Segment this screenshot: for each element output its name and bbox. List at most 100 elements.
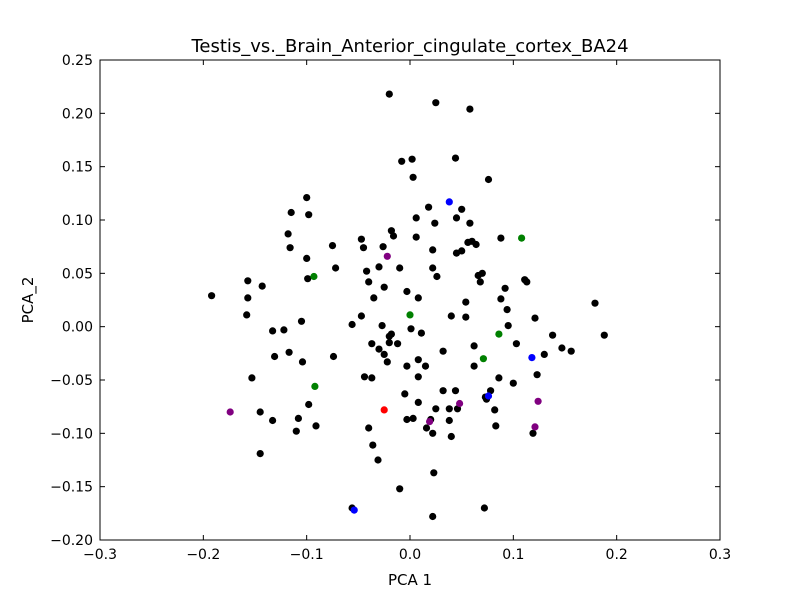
scatter-point: [534, 397, 542, 405]
scatter-point: [433, 272, 441, 281]
scatter-point: [429, 264, 437, 272]
scatter-point: [298, 358, 307, 366]
scatter-point: [379, 243, 387, 251]
x-tick-label: −0.2: [186, 547, 220, 563]
scatter-point: [248, 374, 256, 382]
y-tick-label: −0.15: [50, 480, 93, 496]
scatter-point: [403, 415, 411, 424]
scatter-point: [476, 278, 484, 286]
scatter-point: [303, 194, 311, 202]
scatter-point: [226, 408, 234, 416]
scatter-point: [429, 246, 437, 254]
scatter-point: [403, 287, 411, 296]
scatter-point: [414, 356, 422, 364]
scatter-point: [271, 352, 279, 361]
x-tick-label: 0.1: [502, 547, 524, 563]
scatter-point: [451, 154, 460, 162]
scatter-point: [479, 355, 487, 363]
scatter-point: [447, 312, 455, 320]
scatter-point: [409, 173, 417, 181]
scatter-point: [284, 230, 292, 238]
scatter-point: [464, 238, 472, 246]
scatter-point: [484, 175, 493, 184]
scatter-point: [504, 322, 512, 330]
y-tick-label: 0.05: [62, 266, 93, 282]
scatter-point: [466, 105, 474, 113]
scatter-point: [398, 157, 406, 165]
scatter-point: [383, 252, 391, 260]
scatter-point: [445, 416, 453, 425]
scatter-point: [380, 350, 388, 358]
scatter-point: [244, 294, 252, 302]
scatter-point: [305, 211, 313, 219]
scatter-point: [458, 247, 466, 255]
scatter-point: [495, 374, 503, 382]
scatter-point: [462, 298, 470, 306]
scatter-point: [414, 398, 422, 406]
scatter-point: [396, 485, 404, 493]
scatter-point: [287, 208, 295, 217]
scatter-point: [480, 504, 488, 512]
scatter-point: [412, 233, 420, 241]
scatter-point: [380, 283, 388, 291]
scatter-point: [470, 342, 478, 350]
scatter-point: [365, 278, 373, 286]
scatter-point: [292, 427, 300, 435]
scatter-point: [369, 441, 377, 449]
scatter-point: [414, 373, 422, 381]
scatter-point: [491, 406, 499, 414]
scatter-point: [445, 198, 453, 206]
scatter-point: [452, 214, 461, 222]
scatter-point: [311, 382, 319, 390]
scatter-point: [256, 408, 264, 416]
scatter-point: [447, 432, 455, 441]
scatter-point: [531, 314, 539, 322]
plot-area: [100, 60, 720, 540]
y-axis: −0.20 −0.15 −0.10 −0.05 0.00 0.05 0.10 0.15 0.20…: [50, 53, 720, 549]
scatter-point: [497, 295, 505, 303]
scatter-point: [432, 99, 440, 107]
scatter-point: [430, 469, 438, 477]
scatter-point: [280, 326, 288, 334]
y-axis-label: PCA_2: [19, 277, 38, 324]
scatter-point: [310, 272, 318, 281]
y-tick-label: 0.20: [62, 106, 93, 122]
scatter-point: [359, 244, 368, 252]
scatter-point: [422, 424, 431, 432]
scatter-point: [365, 424, 373, 432]
scatter-point: [558, 344, 566, 352]
scatter-point: [412, 214, 420, 222]
scatter-point: [269, 327, 277, 335]
y-tick-label: 0.10: [62, 213, 93, 229]
scatter-point: [375, 345, 383, 353]
scatter-point: [456, 399, 464, 408]
scatter-point: [396, 264, 404, 272]
chart-title: Testis_vs._Brain_Anterior_cingulate_cort…: [190, 36, 628, 57]
scatter-point: [528, 354, 536, 362]
scatter-point: [286, 244, 294, 252]
y-tick-label: −0.10: [50, 426, 93, 442]
x-tick-label: −0.1: [290, 547, 324, 563]
y-tick-label: 0.25: [62, 53, 93, 69]
scatter-point: [258, 282, 266, 290]
scatter-point: [285, 348, 293, 356]
y-tick-label: −0.05: [50, 373, 93, 389]
x-axis-label: PCA 1: [388, 571, 432, 589]
scatter-point: [439, 347, 447, 355]
scatter-point: [378, 322, 386, 330]
scatter-point: [429, 512, 437, 521]
x-tick-label: 0.0: [399, 547, 421, 563]
scatter-point: [567, 347, 575, 355]
scatter-point: [332, 264, 340, 272]
scatter-point: [600, 331, 608, 339]
scatter-point: [368, 374, 376, 382]
scatter-point: [269, 416, 277, 425]
x-axis: −0.3 −0.2 −0.1 0.0 0.1 0.2 0.3: [83, 60, 731, 563]
scatter-point: [385, 339, 393, 347]
scatter-point: [328, 242, 337, 250]
scatter-point: [470, 362, 478, 370]
scatter-point: [431, 219, 439, 227]
scatter-point: [549, 331, 557, 339]
scatter-point: [497, 234, 505, 242]
